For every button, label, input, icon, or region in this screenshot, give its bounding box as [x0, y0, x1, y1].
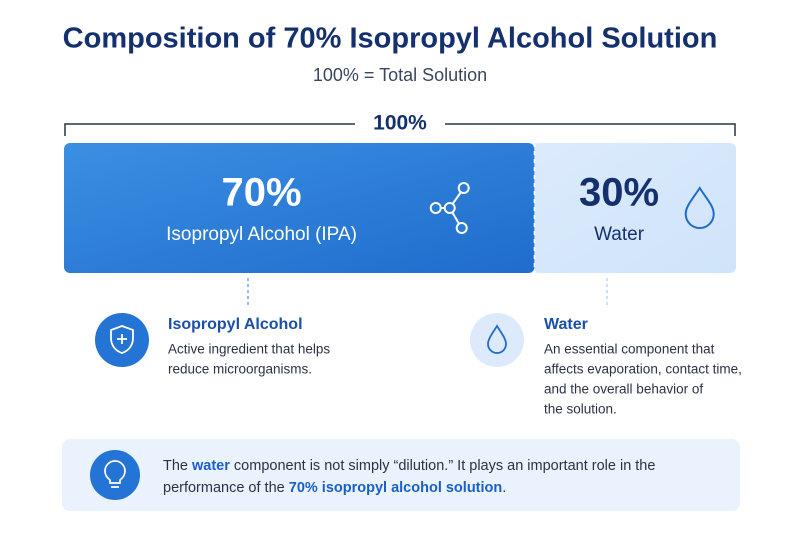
total-label: 100%: [373, 112, 427, 135]
card-icon: [470, 313, 524, 367]
molecule-atom: [457, 182, 470, 194]
note-part: .: [502, 480, 506, 496]
card: Water An essential component that affect…: [470, 313, 742, 417]
card-text: reduce microorganisms.: [168, 362, 312, 377]
segment-value: 30%: [579, 171, 659, 215]
plus-icon: [117, 334, 127, 344]
segment-value: 70%: [222, 171, 302, 215]
bar-segment: [534, 143, 736, 273]
total-bracket: [64, 123, 736, 136]
card-text: An essential component that: [544, 342, 715, 357]
note-icon: [90, 450, 140, 500]
molecule-atom: [429, 202, 442, 214]
note-part: component is not simply “dilution.” It p…: [230, 458, 656, 474]
card: Isopropyl Alcohol Active ingredient that…: [95, 313, 330, 377]
note-line: performance of the 70% isopropyl alcohol…: [163, 480, 506, 496]
note-part: The: [163, 458, 192, 474]
card-text: and the overall behavior of: [544, 382, 703, 397]
note-box: [62, 439, 740, 511]
card-text: Active ingredient that helps: [168, 342, 330, 357]
drop-icon: [487, 324, 507, 354]
segment-name: Water: [594, 224, 645, 245]
molecule-atom: [455, 222, 468, 234]
card-text: affects evaporation, contact time,: [544, 362, 742, 377]
segment-name: Isopropyl Alcohol (IPA): [166, 224, 357, 245]
card-title: Water: [544, 316, 588, 333]
drop-icon: [684, 186, 715, 229]
molecule-atom: [443, 202, 456, 214]
card-title: Isopropyl Alcohol: [168, 316, 303, 333]
note-line: The water component is not simply “dilut…: [163, 458, 655, 474]
bulb-icon: [104, 460, 126, 488]
note-emphasis: 70% isopropyl alcohol solution: [289, 480, 503, 496]
note: The water component is not simply “dilut…: [62, 439, 740, 511]
subtitle: 100% = Total Solution: [313, 65, 487, 85]
card-text: the solution.: [544, 402, 617, 417]
note-part: performance of the: [163, 480, 289, 496]
title: Composition of 70% Isopropyl Alcohol Sol…: [63, 23, 718, 55]
bar-segment: [64, 143, 535, 273]
shield-icon: [110, 325, 134, 354]
note-emphasis: water: [191, 458, 230, 474]
composition-bar: 70% Isopropyl Alcohol (IPA) 30% Water: [64, 143, 736, 273]
